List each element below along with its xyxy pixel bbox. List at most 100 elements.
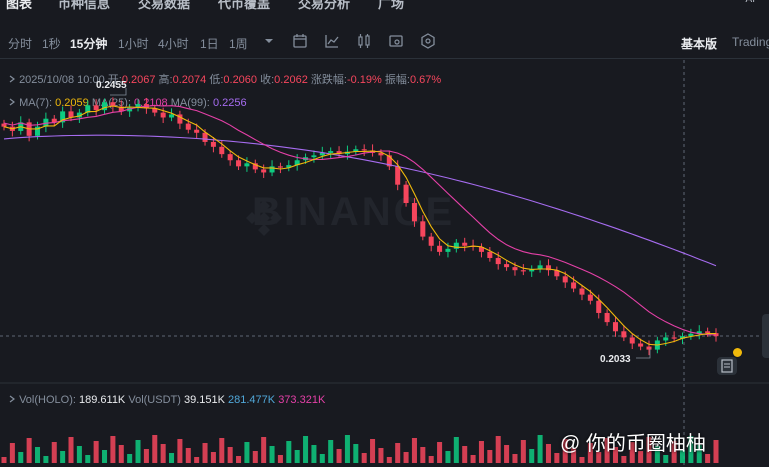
volume-bar [143, 449, 149, 463]
note-icon[interactable] [717, 357, 737, 375]
vol-ma2-value: 373.321K [278, 394, 326, 406]
volume-bar [277, 455, 283, 463]
tab-trade-analysis[interactable]: 交易分析 [298, 0, 351, 11]
chart-toolbar: 分时 1秒 15分钟 1小时 4小时 1日 1周 基本版 Trading [0, 24, 769, 58]
interval-time[interactable]: 分时 [8, 37, 33, 51]
candle-body [319, 152, 325, 156]
volume-bar [353, 444, 359, 463]
candle-body [638, 343, 644, 347]
interval-15m[interactable]: 15分钟 [70, 37, 108, 51]
interval-1w[interactable]: 1周 [229, 37, 248, 51]
ai-icon[interactable]: AI [746, 0, 755, 5]
view-basic[interactable]: 基本版 [681, 37, 718, 51]
volume-bar [169, 453, 175, 463]
volume-bar [705, 454, 711, 463]
volume-bar [135, 440, 141, 463]
candle-body [696, 331, 702, 334]
candle-type-icon[interactable] [356, 33, 372, 49]
volume-bar [688, 436, 694, 463]
candle-body [504, 264, 510, 268]
max-price-pointer [110, 88, 127, 96]
volume-bar [26, 438, 32, 463]
volume-bar [654, 446, 660, 463]
binance-logo-icon [246, 200, 282, 236]
interval-1h[interactable]: 1小时 [118, 37, 149, 51]
volume-bar [453, 437, 459, 463]
min-price-pointer [636, 348, 651, 359]
volume-bar [286, 441, 292, 463]
scroll-handle[interactable] [762, 314, 769, 358]
volume-bar [210, 452, 216, 463]
open-value: 0.2067 [121, 74, 156, 86]
close-value: 0.2062 [274, 74, 308, 86]
min-price-label: 0.2033 [600, 354, 631, 365]
candle-body [705, 331, 711, 334]
volume-bar [621, 456, 627, 463]
calendar-settings-icon[interactable] [292, 33, 308, 49]
volume-bar [646, 437, 652, 463]
candle-body [269, 166, 275, 173]
tab-token-coverage[interactable]: 代币覆盖 [218, 0, 271, 11]
tab-trade-data[interactable]: 交易数据 [138, 0, 191, 11]
volume-bar [1, 457, 7, 463]
interval-1s[interactable]: 1秒 [42, 37, 61, 51]
volume-bar [612, 447, 618, 463]
candle-body [93, 105, 99, 111]
chevron-right-icon[interactable] [8, 395, 16, 403]
notification-dot [733, 348, 742, 357]
interval-1d[interactable]: 1日 [200, 37, 219, 51]
volume-bar [85, 455, 91, 463]
candle-body [277, 166, 283, 168]
volume-bar [386, 457, 392, 463]
candle-body [202, 132, 208, 142]
candle-body [118, 106, 124, 112]
volume-bar [495, 436, 501, 463]
top-nav: 图表 币种信息 交易数据 代币覆盖 交易分析 广场 AI [0, 0, 769, 14]
volume-bar [663, 455, 669, 463]
candle-body [571, 282, 577, 289]
view-tradingview[interactable]: Trading [732, 35, 769, 49]
signature-text: @ 你的币圈柚柚 [560, 433, 706, 455]
volume-bar [93, 441, 99, 463]
volume-bar [118, 445, 124, 463]
volume-bar [420, 447, 426, 463]
depth-settings-icon[interactable] [388, 33, 404, 49]
candle-body [545, 265, 551, 271]
candle-body [1, 123, 7, 127]
candle-body [51, 118, 57, 123]
tab-square[interactable]: 广场 [378, 0, 405, 11]
candle-body [328, 151, 334, 153]
candle-body [420, 221, 426, 237]
volume-bar [202, 443, 208, 463]
candle-body [445, 248, 451, 252]
candle-body [629, 337, 635, 344]
volume-bar [478, 441, 484, 463]
volume-bar [512, 454, 518, 463]
candle-body [227, 154, 233, 161]
tab-chart[interactable]: 图表 [6, 0, 33, 11]
volume-bar [311, 445, 317, 463]
volume-bar [60, 451, 66, 463]
shield-settings-icon[interactable] [420, 33, 436, 49]
volume-bar [127, 454, 133, 463]
chevron-right-icon[interactable] [8, 75, 16, 83]
chevron-down-icon[interactable] [261, 33, 277, 49]
ma7-value: 0.2059 [55, 97, 89, 109]
ma99-label: MA(99): [170, 97, 210, 109]
vol-ma1-value: 281.477K [228, 394, 276, 406]
volume-bar [227, 447, 233, 463]
amplitude-value: 0.67% [409, 74, 442, 86]
candle-body [169, 114, 175, 118]
candle-body [160, 112, 166, 118]
volume-bar [713, 440, 719, 463]
chevron-right-icon[interactable] [8, 98, 16, 106]
candle-body [604, 312, 610, 323]
candle-body [378, 152, 384, 156]
tab-coin-info[interactable]: 币种信息 [58, 0, 111, 11]
volume-bar [185, 448, 191, 463]
candle-body [311, 155, 317, 158]
indicator-icon[interactable] [324, 33, 340, 49]
candle-body [612, 322, 618, 332]
interval-4h[interactable]: 4小时 [158, 37, 189, 51]
